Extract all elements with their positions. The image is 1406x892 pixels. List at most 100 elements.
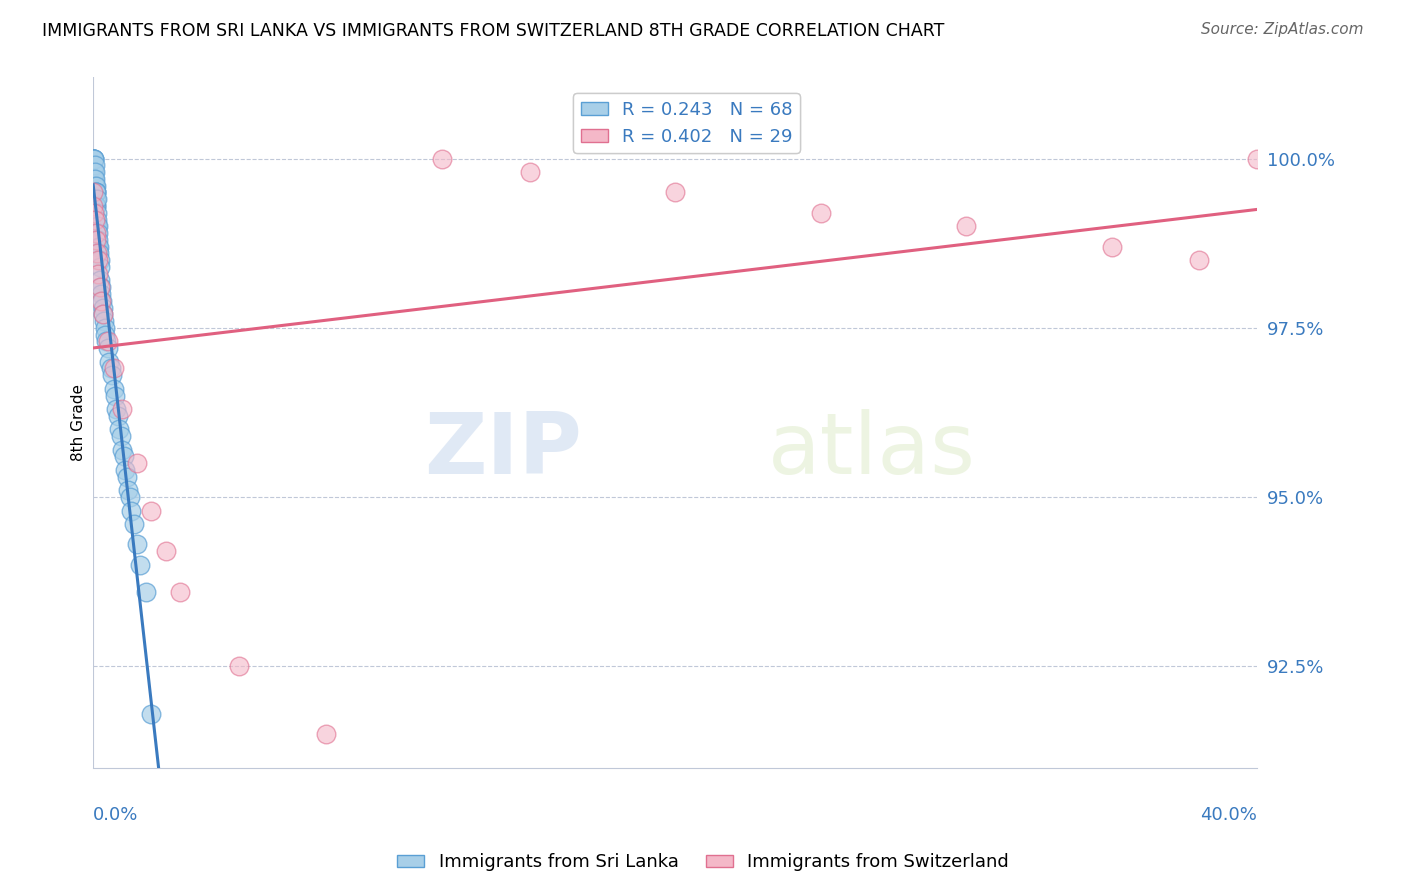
Point: [83, 172, 105, 186]
Point: [108, 422, 131, 436]
Text: 0.0%: 0.0%: [93, 805, 139, 823]
Point: [86, 212, 108, 227]
Point: [82, 152, 104, 166]
Point: [107, 409, 129, 423]
Point: [86, 192, 108, 206]
Point: [82, 158, 104, 172]
Point: [114, 463, 136, 477]
Point: [101, 368, 124, 383]
Point: [141, 706, 163, 721]
Point: [155, 544, 177, 558]
Point: [169, 584, 191, 599]
Point: [432, 152, 454, 166]
Point: [141, 503, 163, 517]
Text: atlas: atlas: [768, 409, 976, 491]
Point: [83, 152, 105, 166]
Point: [84, 199, 107, 213]
Point: [117, 483, 139, 498]
Point: [87, 267, 110, 281]
Point: [125, 456, 148, 470]
Point: [83, 158, 105, 172]
Point: [111, 402, 134, 417]
Point: [90, 293, 112, 308]
Text: Source: ZipAtlas.com: Source: ZipAtlas.com: [1201, 22, 1364, 37]
Point: [84, 178, 107, 193]
Point: [96, 334, 118, 349]
Point: [664, 186, 686, 200]
Text: ZIP: ZIP: [425, 409, 582, 491]
Point: [86, 206, 108, 220]
Point: [84, 172, 107, 186]
Point: [97, 334, 120, 349]
Point: [315, 727, 337, 741]
Point: [104, 388, 127, 402]
Point: [111, 442, 134, 457]
Point: [103, 382, 125, 396]
Point: [84, 233, 107, 247]
Point: [1246, 152, 1268, 166]
Point: [86, 199, 108, 213]
Point: [955, 219, 977, 234]
Point: [84, 226, 107, 240]
Point: [82, 186, 104, 200]
Point: [84, 186, 107, 200]
Point: [94, 321, 117, 335]
Point: [112, 450, 135, 464]
Point: [1188, 253, 1211, 268]
Point: [82, 152, 104, 166]
Point: [83, 212, 105, 227]
Point: [105, 402, 128, 417]
Point: [93, 314, 115, 328]
Point: [87, 226, 110, 240]
Point: [118, 490, 141, 504]
Point: [86, 253, 108, 268]
Point: [90, 293, 112, 308]
Point: [82, 152, 104, 166]
Point: [93, 307, 115, 321]
Point: [128, 558, 150, 572]
Point: [91, 301, 114, 315]
Point: [103, 361, 125, 376]
Text: 40.0%: 40.0%: [1201, 805, 1257, 823]
Point: [84, 165, 107, 179]
Point: [84, 186, 107, 200]
Point: [89, 273, 111, 287]
Point: [89, 260, 111, 274]
Legend: Immigrants from Sri Lanka, Immigrants from Switzerland: Immigrants from Sri Lanka, Immigrants fr…: [389, 847, 1017, 879]
Point: [84, 178, 107, 193]
Point: [90, 287, 112, 301]
Point: [89, 253, 111, 268]
Point: [94, 327, 117, 342]
Point: [83, 152, 105, 166]
Point: [82, 165, 104, 179]
Point: [83, 178, 105, 193]
Point: [82, 152, 104, 166]
Text: IMMIGRANTS FROM SRI LANKA VS IMMIGRANTS FROM SWITZERLAND 8TH GRADE CORRELATION C: IMMIGRANTS FROM SRI LANKA VS IMMIGRANTS …: [42, 22, 945, 40]
Point: [228, 659, 250, 673]
Point: [87, 246, 110, 260]
Y-axis label: 8th Grade: 8th Grade: [72, 384, 86, 461]
Point: [93, 307, 115, 321]
Point: [89, 280, 111, 294]
Point: [83, 172, 105, 186]
Point: [1101, 239, 1123, 253]
Point: [810, 206, 832, 220]
Point: [83, 165, 105, 179]
Point: [86, 246, 108, 260]
Point: [120, 503, 142, 517]
Point: [86, 219, 108, 234]
Point: [87, 239, 110, 253]
Point: [90, 280, 112, 294]
Point: [83, 206, 105, 220]
Point: [84, 192, 107, 206]
Point: [110, 429, 132, 443]
Point: [115, 469, 138, 483]
Point: [87, 233, 110, 247]
Point: [135, 584, 157, 599]
Point: [83, 152, 105, 166]
Point: [87, 239, 110, 253]
Point: [100, 361, 122, 376]
Point: [84, 186, 107, 200]
Point: [125, 537, 148, 551]
Point: [86, 219, 108, 234]
